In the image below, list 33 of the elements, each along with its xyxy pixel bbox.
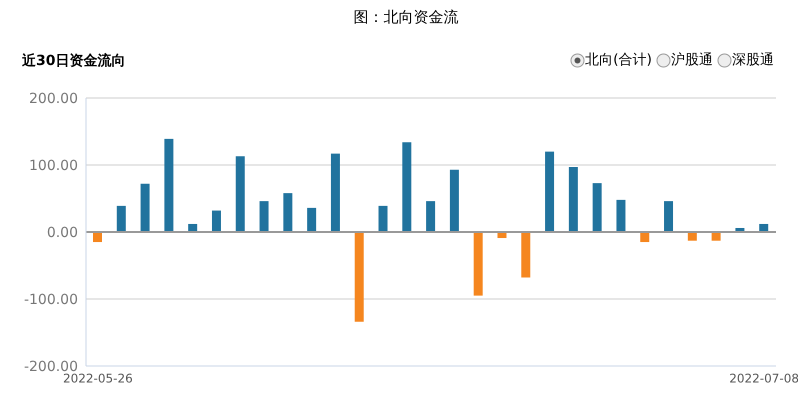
bar (212, 210, 221, 232)
bar (426, 201, 436, 232)
chart-subtitle: 近30日资金流向 (22, 52, 126, 70)
text: 沪股通 (671, 51, 713, 69)
bar (521, 232, 530, 278)
bar (474, 232, 483, 296)
bar (236, 156, 245, 232)
bar (450, 170, 459, 232)
bar (283, 193, 292, 232)
chart-title: 图：北向资金流 (352, 8, 460, 28)
bar (616, 200, 626, 232)
bar (378, 206, 388, 232)
bar (140, 184, 150, 232)
bar (568, 167, 578, 232)
bar (402, 142, 412, 232)
y-tick-label: -100.00 (24, 292, 78, 308)
bar (164, 138, 174, 232)
y-tick-label: 100.00 (29, 158, 78, 174)
bar (545, 152, 554, 232)
text: 深股通 (732, 51, 774, 69)
y-tick-label: 0.00 (46, 224, 78, 241)
bar (354, 232, 364, 322)
bar (592, 183, 602, 232)
bar (330, 154, 340, 232)
bar (260, 201, 269, 232)
bar (93, 232, 102, 242)
y-tick-label: 200.00 (29, 90, 78, 107)
x-tick-label: 2022-07-08 (729, 372, 799, 386)
bar (640, 232, 650, 242)
bar (307, 208, 316, 232)
text: 北向(合计) (585, 51, 652, 69)
bar (664, 201, 674, 232)
bar (116, 206, 126, 232)
